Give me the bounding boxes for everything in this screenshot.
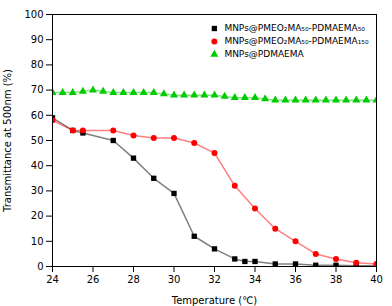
- svg-text:38: 38: [330, 274, 343, 285]
- svg-text:MNPs@PDMAEMA: MNPs@PDMAEMA: [224, 49, 304, 59]
- svg-text:0: 0: [37, 261, 43, 272]
- svg-text:34: 34: [249, 274, 262, 285]
- svg-text:32: 32: [208, 274, 221, 285]
- svg-text:60: 60: [31, 110, 44, 121]
- svg-text:28: 28: [127, 274, 140, 285]
- svg-text:Transmittance at 500nm (%): Transmittance at 500nm (%): [2, 69, 13, 213]
- svg-text:20: 20: [31, 210, 44, 221]
- svg-text:70: 70: [31, 84, 44, 95]
- svg-text:90: 90: [31, 34, 44, 45]
- svg-text:30: 30: [31, 185, 44, 196]
- svg-text:36: 36: [289, 274, 302, 285]
- svg-text:MNPs@PMEO₂MA₅₀-PDMAEMA₁₅₀: MNPs@PMEO₂MA₅₀-PDMAEMA₁₅₀: [224, 36, 369, 46]
- svg-text:26: 26: [87, 274, 100, 285]
- svg-text:24: 24: [46, 274, 59, 285]
- svg-text:80: 80: [31, 59, 44, 70]
- svg-text:100: 100: [24, 9, 43, 20]
- svg-text:30: 30: [168, 274, 181, 285]
- svg-text:40: 40: [31, 160, 44, 171]
- svg-text:MNPs@PMEO₂MA₅₀-PDMAEMA₅₀: MNPs@PMEO₂MA₅₀-PDMAEMA₅₀: [224, 23, 365, 33]
- svg-text:40: 40: [370, 274, 383, 285]
- svg-text:Temperature (℃): Temperature (℃): [171, 295, 258, 306]
- svg-text:50: 50: [31, 135, 44, 146]
- svg-text:10: 10: [31, 236, 44, 247]
